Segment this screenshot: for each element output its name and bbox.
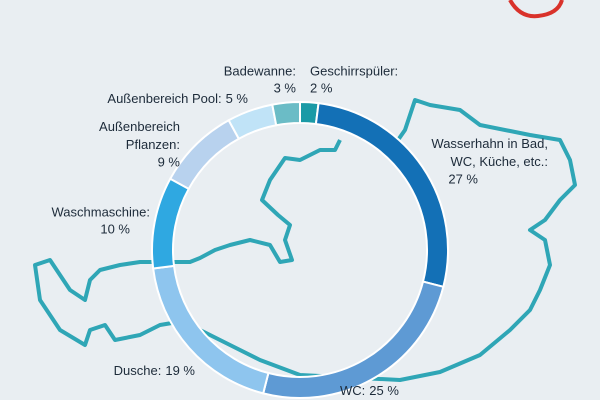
category-label: Außenbereich Pool: [107, 91, 221, 106]
category-label: Dusche: [114, 363, 162, 378]
value-label: 2 % [310, 80, 333, 95]
donut-segment [271, 100, 301, 127]
category-label: WC: [340, 383, 365, 398]
slice-label: Dusche: 19 % [114, 363, 196, 378]
value-label: 27 % [448, 171, 478, 186]
donut-segment [261, 280, 445, 399]
value-label: 19 % [165, 363, 195, 378]
slice-label: WC: 25 % [340, 383, 399, 398]
value-label: 25 % [369, 383, 399, 398]
map-outline [33, 98, 577, 382]
category-label: Geschirrspüler: [310, 63, 398, 78]
donut-segment [314, 102, 449, 289]
category-label: Außenbereich Pflanzen: [99, 119, 180, 152]
donut-segment [151, 177, 191, 270]
category-label: Waschmaschine: [52, 204, 151, 219]
value-label: 9 % [158, 154, 181, 169]
logo [508, 0, 564, 19]
slice-label: Außenbereich Pool: 5 % [107, 91, 248, 106]
value-label: 3 % [274, 80, 297, 95]
donut-segment [168, 118, 241, 191]
donut-segment [227, 103, 278, 141]
category-label: Badewanne: [224, 63, 296, 78]
category-label: Wasserhahn in Bad, WC, Küche, etc.: [431, 136, 548, 169]
value-label: 5 % [226, 91, 249, 106]
value-label: 10 % [100, 221, 130, 236]
